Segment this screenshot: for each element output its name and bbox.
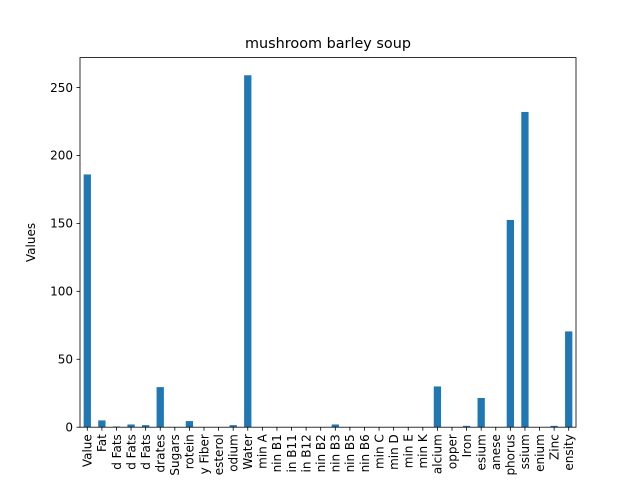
bar-32 — [550, 425, 558, 428]
x-tick-label-31: enium — [533, 434, 547, 472]
chart-title: mushroom barley soup — [245, 36, 411, 52]
bars-group — [83, 75, 573, 428]
x-tick-label-17: nin B3 — [329, 434, 343, 472]
x-tick-label-2: d Fats — [110, 434, 124, 470]
x-tick-label-7: rotein — [183, 434, 197, 469]
y-tick-label-1: 50 — [58, 353, 73, 367]
bar-33 — [565, 331, 573, 428]
x-tick-label-9: esterol — [212, 434, 226, 475]
x-tick-label-30: ssium — [518, 434, 532, 469]
plot-frame — [79, 57, 577, 428]
x-tick-label-13: nin B1 — [270, 434, 284, 472]
x-tick-label-23: min K — [416, 433, 430, 468]
bar-3 — [127, 424, 135, 428]
x-tick-label-1: Fat — [95, 434, 109, 452]
x-tick-label-21: min D — [387, 434, 401, 470]
y-tick-label-0: 0 — [65, 421, 73, 435]
bar-24 — [433, 386, 442, 428]
x-tick-label-5: drates — [154, 434, 168, 472]
y-tick-label-5: 250 — [50, 81, 73, 95]
y-axis-label: Values — [24, 223, 38, 262]
x-tick-label-10: odium — [226, 434, 240, 472]
bar-27 — [477, 397, 485, 428]
x-tick-label-29: phorus — [504, 434, 518, 475]
bar-30 — [521, 111, 529, 428]
x-tick-label-18: nin B5 — [343, 434, 357, 472]
bar-5 — [156, 387, 164, 428]
x-tick-label-0: Value — [81, 434, 95, 467]
bar-26 — [462, 425, 471, 428]
x-tick-label-12: min A — [256, 433, 270, 468]
bar-1 — [98, 420, 106, 428]
x-tick-label-22: min E — [402, 434, 416, 468]
x-tick-label-25: opper — [445, 434, 459, 469]
x-tick-label-14: in B11 — [285, 434, 299, 472]
x-tick-label-4: d Fats — [139, 434, 153, 470]
x-tick-label-32: Zinc — [547, 434, 561, 460]
x-tick-label-3: d Fats — [124, 434, 138, 470]
x-tick-label-27: esium — [474, 434, 488, 470]
bar-11 — [244, 75, 252, 428]
bar-4 — [142, 425, 150, 428]
bar-29 — [506, 219, 514, 428]
bar-10 — [229, 425, 237, 428]
x-tick-label-19: nin B6 — [358, 434, 372, 472]
x-tick-label-26: Iron — [460, 434, 474, 457]
x-tick-label-28: anese — [489, 434, 503, 470]
x-tick-label-15: in B12 — [299, 434, 313, 472]
y-tick-label-3: 150 — [50, 217, 73, 231]
x-tick-label-6: Sugars — [168, 434, 182, 475]
x-tick-label-11: Water — [241, 434, 255, 470]
y-tick-label-4: 200 — [50, 149, 73, 163]
x-axis: Value Fat d Fats d Fats d Fats drates Sugars ro… — [81, 427, 576, 476]
x-tick-label-8: y Fiber — [197, 434, 211, 474]
x-tick-label-24: alcium — [431, 434, 445, 474]
x-tick-label-33: ensity — [562, 434, 576, 470]
x-tick-label-20: min C — [372, 434, 386, 469]
bar-0 — [83, 174, 91, 428]
x-tick-label-16: nin B2 — [314, 434, 328, 472]
y-axis: 0 50 100 150 200 250 — [50, 81, 80, 435]
bar-7 — [185, 421, 194, 428]
bar-17 — [331, 424, 339, 428]
y-tick-label-2: 100 — [50, 285, 73, 299]
